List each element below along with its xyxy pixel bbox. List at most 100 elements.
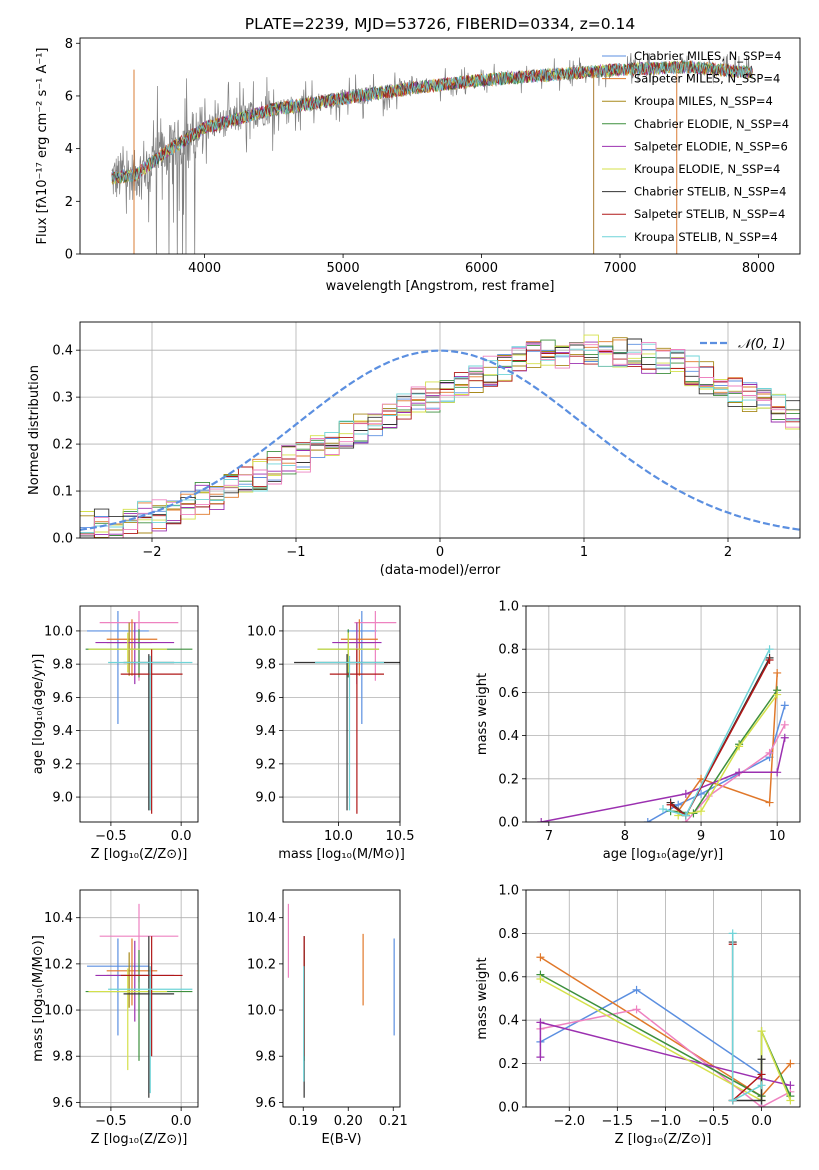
age-vs-mass-axes: 10.0 10.5 9.0 9.2 9.4 9.6 9.8 10.0 mass [log₁₀(M…	[247, 605, 414, 862]
x-tick-label: 4000	[188, 261, 221, 276]
legend-entry: Salpeter MILES, N_SSP=4	[634, 72, 780, 86]
x-tick-label: −1.0	[650, 1114, 682, 1129]
weight-marker	[681, 789, 690, 798]
y-axis-label: age [log₁₀(age/yr)]	[31, 654, 46, 775]
data-point	[354, 610, 397, 681]
y-tick-label: 0.6	[498, 970, 519, 985]
x-axis-label: (data-model)/error	[380, 563, 501, 578]
axes-frame	[282, 605, 401, 823]
x-tick-label: 10.0	[324, 829, 353, 844]
x-tick-label: −1.5	[602, 1114, 634, 1129]
weight-marker	[757, 1070, 766, 1079]
data-point	[329, 649, 384, 814]
y-tick-label: 9.8	[255, 658, 276, 673]
weight-marker	[757, 1027, 766, 1036]
weight-marker	[697, 789, 706, 798]
weight-marker	[681, 811, 690, 820]
x-tick-label: 0.19	[289, 1114, 318, 1129]
x-tick-label: 0.20	[334, 1114, 363, 1129]
axes-frame	[525, 889, 801, 1108]
x-tick-label: −2.0	[553, 1114, 585, 1129]
weight-series	[666, 686, 782, 818]
weight-series	[643, 701, 789, 822]
weight-marker	[632, 985, 641, 994]
spectrum-plot-area	[111, 52, 753, 254]
mass-vs-EBV-axes: 0.19 0.20 0.21 9.6 9.8 10.0 10.2 10.4 E(B-V)	[247, 889, 408, 1147]
data-point	[123, 654, 175, 811]
x-tick-label: −0.5	[95, 829, 127, 844]
data-point	[88, 632, 168, 673]
y-tick-label: 0.2	[52, 438, 73, 453]
x-tick-label: 0.0	[171, 829, 192, 844]
y-tick-label: 10.4	[44, 911, 73, 926]
weight-marker	[786, 1096, 795, 1105]
weight-marker	[765, 656, 774, 664]
legend-entry: Salpeter ELODIE, N_SSP=6	[634, 139, 788, 153]
axes-frame	[79, 37, 801, 255]
y-tick-label: 0.8	[498, 643, 519, 658]
y-tick-label: 9.6	[255, 1096, 276, 1111]
residuals-axes: −2 −1 0 1 2 0.0 0.1 0.2 0.3 0.4 (data-model)/error…	[27, 321, 801, 578]
x-axis-label: wavelength [Angstrom, rest frame]	[326, 279, 555, 294]
x-tick-label: 8000	[742, 261, 775, 276]
weight-series	[537, 733, 789, 822]
data-point	[85, 629, 193, 678]
legend-entry: 𝒩(0, 1)	[738, 337, 785, 352]
x-axis-label: E(B-V)	[321, 1132, 361, 1147]
weight-series	[674, 668, 782, 816]
y-tick-label: 10.0	[44, 1004, 73, 1019]
weight-vs-age-plot-area	[537, 645, 789, 822]
x-tick-label: 8	[621, 829, 629, 844]
normal-reference-curve	[80, 349, 800, 531]
data-point	[123, 936, 175, 1098]
y-tick-label: 9.0	[52, 791, 73, 806]
data-point	[88, 968, 168, 1071]
residual-histogram	[80, 342, 800, 538]
x-tick-label: 6000	[465, 261, 498, 276]
y-tick-label: 10.2	[247, 957, 276, 972]
y-tick-label: 2	[65, 195, 73, 210]
y-axis-label: mass [log₁₀(M/M⊙)]	[31, 935, 46, 1062]
y-tick-label: 0.3	[52, 391, 73, 406]
y-tick-label: 9.2	[52, 757, 73, 772]
weight-marker	[773, 768, 782, 777]
y-tick-label: 10.0	[44, 624, 73, 639]
weight-marker	[728, 1096, 737, 1105]
weight-marker	[735, 768, 744, 777]
y-axis-label: Normed distribution	[27, 365, 42, 495]
axes-frame	[79, 889, 199, 1108]
spectrum-axes: 4000 5000 6000 7000 8000 0 2 4 6 8 wavelength [Ang…	[35, 15, 801, 294]
x-tick-label: 0.0	[751, 1114, 772, 1129]
legend-entry: Chabrier MILES, N_SSP=4	[634, 49, 781, 63]
data-point	[340, 619, 378, 676]
y-tick-label: 10.0	[247, 1004, 276, 1019]
weight-marker	[780, 720, 789, 729]
weight-series	[536, 985, 766, 1107]
data-point	[108, 966, 193, 1094]
data-point	[120, 936, 183, 1057]
age-vs-Z-plot-area	[85, 610, 193, 814]
data-point	[120, 649, 183, 814]
data-point	[106, 619, 158, 676]
y-tick-label: 0.4	[52, 344, 73, 359]
y-tick-label: 6	[65, 89, 73, 104]
weight-marker	[773, 668, 782, 677]
x-tick-label: −1	[286, 545, 305, 560]
y-tick-label: 8	[65, 37, 73, 52]
chart-title: PLATE=2239, MJD=53726, FIBERID=0334, z=0…	[245, 15, 635, 33]
axes-frame	[79, 321, 801, 539]
y-tick-label: 9.2	[255, 757, 276, 772]
y-tick-label: 0	[65, 248, 73, 263]
weight-marker	[659, 805, 667, 814]
weight-marker	[666, 800, 675, 809]
x-axis-label: Z [log₁₀(Z/Z⊙)]	[91, 847, 188, 862]
y-tick-label: 0.0	[498, 816, 519, 831]
weight-vs-age-axes: 7 8 9 10 0.0 0.2 0.4 0.6 0.8 1.0 age [log₁₀(age/yr…	[475, 600, 801, 862]
x-axis-label: Z [log₁₀(Z/Z⊙)]	[91, 1132, 188, 1147]
weight-marker	[786, 1081, 795, 1090]
residual-histogram	[80, 342, 800, 534]
weight-series	[659, 645, 774, 820]
data-point	[108, 655, 193, 811]
weight-marker	[757, 1096, 766, 1105]
y-tick-label: 10.4	[247, 911, 276, 926]
